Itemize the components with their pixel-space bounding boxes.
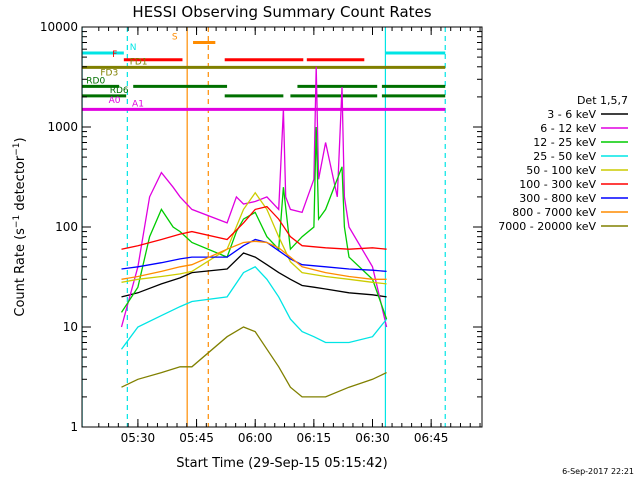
series-line-6 — [121, 238, 387, 273]
series-line-1 — [120, 66, 388, 328]
series-line-5 — [121, 205, 387, 250]
plot-area — [82, 27, 446, 427]
series-line-2 — [120, 126, 388, 320]
y-tick-label: 10 — [63, 320, 78, 334]
flag-label-f: F — [112, 50, 117, 60]
flag-label-s: S — [172, 32, 178, 42]
y-tick-label: 1 — [70, 420, 78, 434]
legend-entry-label: 50 - 100 keV — [526, 164, 596, 177]
x-axis-label: Start Time (29-Sep-15 05:15:42) — [176, 456, 387, 471]
x-tick-label: 06:45 — [414, 431, 449, 445]
x-tick-label: 06:15 — [297, 431, 332, 445]
series-line-8 — [121, 326, 387, 398]
legend-entry-label: 800 - 7000 keV — [512, 206, 596, 219]
series-line-4 — [121, 191, 387, 285]
flag-label-a1: A1 — [132, 99, 144, 109]
y-tick-label: 1000 — [47, 120, 78, 134]
flag-label-rd0: RD0 — [86, 76, 105, 86]
flag-label-rd6: RD6 — [110, 86, 129, 96]
flag-label-a0: A0 — [109, 96, 121, 106]
flag-label-fd1: FD1 — [130, 57, 148, 67]
series-line-0 — [121, 252, 387, 298]
footer-timestamp: 6-Sep-2017 22:21 — [562, 467, 634, 476]
legend-entry-label: 100 - 300 keV — [519, 178, 596, 191]
x-tick-label: 06:00 — [238, 431, 273, 445]
legend-title: Det 1,5,7 — [577, 94, 628, 107]
flag-label-n: N — [130, 43, 137, 53]
y-tick-label: 10000 — [40, 20, 78, 34]
legend-entry-label: 12 - 25 keV — [533, 136, 596, 149]
x-tick-label: 06:30 — [355, 431, 390, 445]
x-tick-label: 05:45 — [179, 431, 214, 445]
chart-title: HESSI Observing Summary Count Rates — [132, 3, 431, 21]
flag-label-fd3: FD3 — [100, 69, 118, 79]
y-tick-label: 100 — [55, 220, 78, 234]
y-axis-label: Count Rate (s−1 detector−1) — [12, 137, 28, 316]
legend-entry-label: 25 - 50 keV — [533, 150, 596, 163]
series-line-7 — [121, 240, 387, 280]
legend-entry-label: 300 - 800 keV — [519, 192, 596, 205]
legend-entry-label: 7000 - 20000 keV — [498, 220, 596, 233]
series-line-3 — [120, 266, 388, 350]
axes: 05:30 05:45 06:00 06:15 06:30 06:45 1 10 100 1000… — [40, 20, 482, 445]
legend-entry-label: 3 - 6 keV — [547, 108, 596, 121]
legend-entry-label: 6 - 12 keV — [540, 122, 596, 135]
x-tick-label: 05:30 — [121, 431, 156, 445]
